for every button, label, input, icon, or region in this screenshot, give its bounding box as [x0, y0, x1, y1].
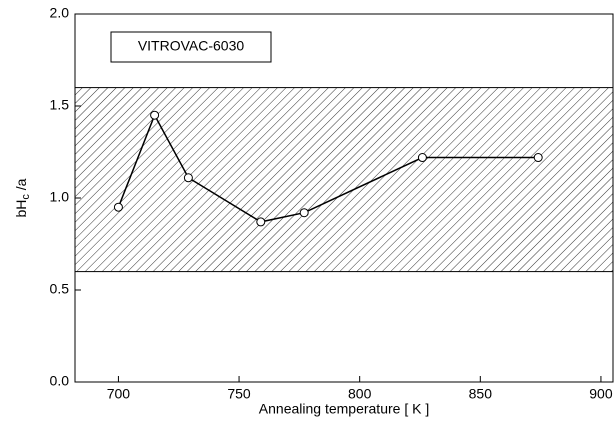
y-label-sub: c: [20, 194, 32, 200]
data-point: [417, 153, 427, 163]
x-tick-label: 800: [348, 386, 372, 402]
x-tick-label: 850: [469, 386, 493, 402]
x-tick-label: 700: [107, 386, 131, 402]
y-tick-label: 0.5: [50, 281, 70, 297]
data-point: [256, 217, 266, 227]
hatched-band: [74, 87, 614, 273]
data-point: [299, 208, 309, 218]
data-point: [183, 173, 193, 183]
y-tick-label: 0.0: [50, 373, 70, 389]
plot-area: 0.0 0.5 1.0 1.5 2.0 700 750 800 850 900 VITROVAC-6…: [50, 5, 614, 402]
x-axis-label: Annealing temperature [ K ]: [259, 401, 429, 417]
x-tick-label: 750: [227, 386, 251, 402]
annotation: VITROVAC-6030: [138, 38, 245, 54]
x-tick-label: 900: [589, 386, 613, 402]
annotation-box: [110, 31, 272, 63]
y-axis-label: bHc /a: [13, 178, 32, 217]
data-point: [113, 202, 123, 212]
y-label-main: bH: [13, 200, 29, 218]
y-label-rest: /a: [13, 178, 29, 194]
y-tick-label: 1.0: [50, 189, 70, 205]
data-point: [533, 153, 543, 163]
y-tick-label: 1.5: [50, 97, 70, 113]
data-point: [150, 110, 160, 120]
y-tick-label: 2.0: [50, 5, 70, 21]
